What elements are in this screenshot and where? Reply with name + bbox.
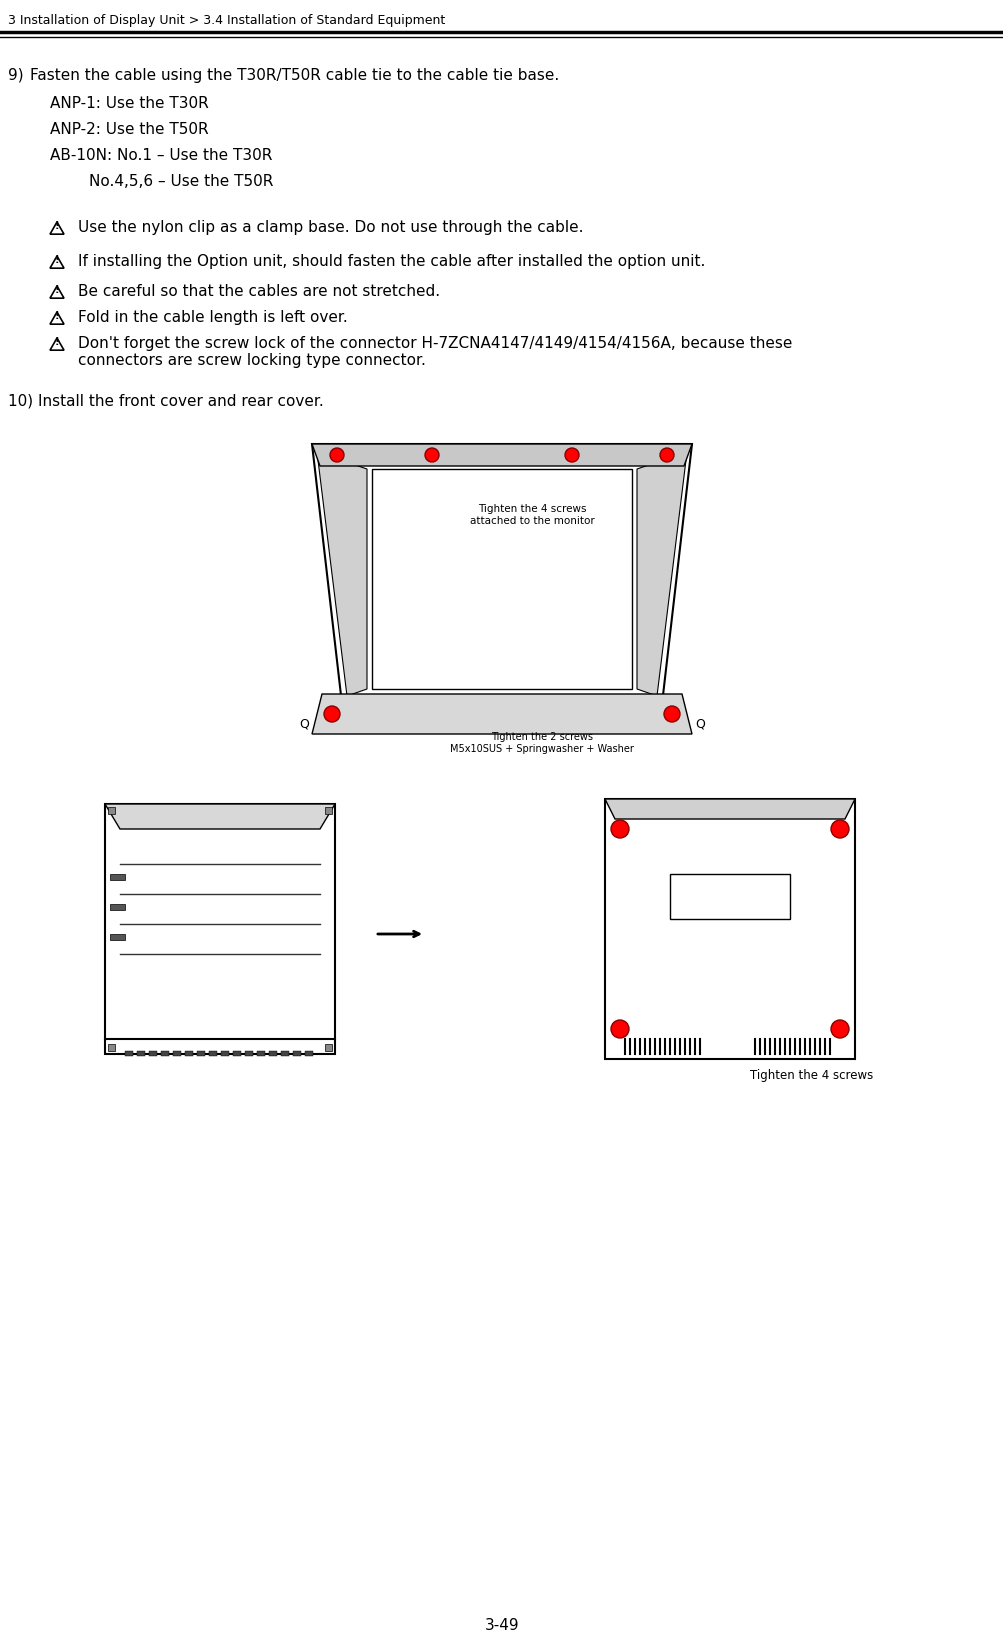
Text: Don't forget the screw lock of the connector H-7ZCNA4147/4149/4154/4156A, becaus: Don't forget the screw lock of the conne… — [78, 336, 791, 369]
Bar — [221, 1052, 229, 1057]
Bar — [257, 1052, 265, 1057]
Text: Be careful so that the cables are not stretched.: Be careful so that the cables are not st… — [78, 283, 439, 300]
Bar — [108, 808, 115, 814]
Circle shape — [424, 449, 438, 462]
Bar — [293, 1052, 301, 1057]
Text: 10) Install the front cover and rear cover.: 10) Install the front cover and rear cov… — [8, 395, 323, 410]
Text: Use the nylon clip as a clamp base. Do not use through the cable.: Use the nylon clip as a clamp base. Do n… — [78, 219, 583, 234]
Circle shape — [830, 821, 849, 839]
Text: Tighten the 4 screws
attached to the monitor: Tighten the 4 screws attached to the mon… — [469, 505, 594, 526]
Bar — [269, 1052, 277, 1057]
Bar — [185, 1052, 193, 1057]
Text: !: ! — [55, 311, 59, 321]
Text: Q: Q — [299, 717, 309, 731]
Circle shape — [663, 706, 679, 722]
Bar — [281, 1052, 289, 1057]
Text: Q: Q — [694, 717, 704, 731]
Circle shape — [330, 449, 344, 462]
Bar — [110, 904, 125, 911]
Text: !: ! — [55, 221, 59, 231]
Bar — [197, 1052, 205, 1057]
Text: 9): 9) — [8, 69, 24, 84]
Circle shape — [611, 821, 628, 839]
Bar — [669, 875, 789, 919]
Bar — [110, 934, 125, 940]
Bar — [148, 1052, 156, 1057]
Polygon shape — [312, 444, 691, 465]
Bar — [110, 875, 125, 880]
Text: !: ! — [55, 254, 59, 265]
Text: ANP-1: Use the T30R: ANP-1: Use the T30R — [50, 97, 209, 111]
Bar — [305, 1052, 313, 1057]
Circle shape — [324, 706, 340, 722]
Bar — [160, 1052, 169, 1057]
Bar — [325, 808, 332, 814]
Text: AB-10N: No.1 – Use the T30R: AB-10N: No.1 – Use the T30R — [50, 147, 272, 164]
Text: !: ! — [55, 337, 59, 347]
Circle shape — [565, 449, 579, 462]
Text: If installing the Option unit, should fasten the cable after installed the optio: If installing the Option unit, should fa… — [78, 254, 705, 269]
Circle shape — [659, 449, 673, 462]
Bar — [105, 804, 335, 1053]
Polygon shape — [605, 799, 855, 819]
Polygon shape — [636, 452, 686, 696]
Bar — [125, 1052, 132, 1057]
Polygon shape — [317, 452, 367, 696]
Bar — [325, 1043, 332, 1052]
Text: Fasten the cable using the T30R/T50R cable tie to the cable tie base.: Fasten the cable using the T30R/T50R cab… — [30, 69, 559, 84]
Text: 3 Installation of Display Unit > 3.4 Installation of Standard Equipment: 3 Installation of Display Unit > 3.4 Ins… — [8, 15, 444, 26]
Polygon shape — [312, 695, 691, 734]
Circle shape — [830, 1020, 849, 1038]
Bar — [136, 1052, 144, 1057]
Bar — [245, 1052, 253, 1057]
Bar — [605, 799, 855, 1060]
Text: Tighten the 2 screws
M5x10SUS + Springwasher + Washer: Tighten the 2 screws M5x10SUS + Springwa… — [449, 732, 633, 753]
Text: !: ! — [55, 285, 59, 295]
Text: 3-49: 3-49 — [484, 1618, 519, 1633]
Polygon shape — [105, 804, 335, 829]
Text: ANP-2: Use the T50R: ANP-2: Use the T50R — [50, 121, 209, 138]
Circle shape — [611, 1020, 628, 1038]
Bar — [233, 1052, 241, 1057]
Bar — [173, 1052, 181, 1057]
Bar — [108, 1043, 115, 1052]
Text: Fold in the cable length is left over.: Fold in the cable length is left over. — [78, 310, 347, 324]
Text: No.4,5,6 – Use the T50R: No.4,5,6 – Use the T50R — [50, 174, 273, 188]
Text: Tighten the 4 screws: Tighten the 4 screws — [749, 1070, 873, 1083]
Bar — [209, 1052, 217, 1057]
